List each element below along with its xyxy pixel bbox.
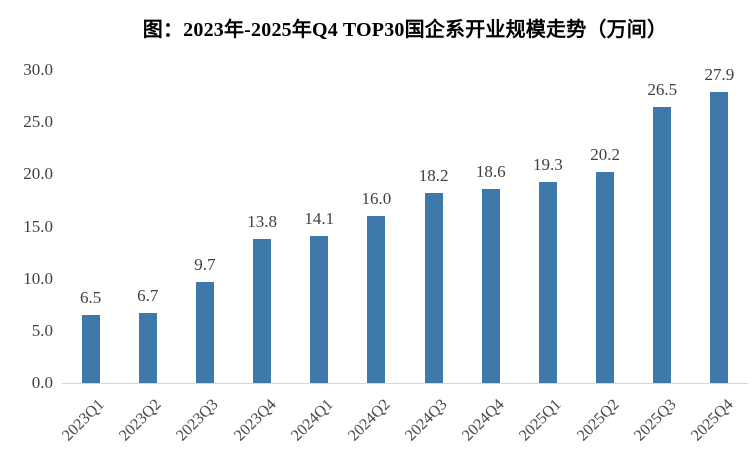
bar-value-label: 13.8 [247, 212, 277, 232]
bar [253, 239, 272, 383]
bar-value-label: 27.9 [704, 64, 735, 84]
y-axis-tick-label: 0.0 [31, 373, 53, 392]
bar-value-label: 9.7 [194, 254, 216, 274]
bar [481, 188, 500, 383]
y-axis-tick-label: 30.0 [23, 60, 53, 79]
bar [653, 106, 672, 383]
bar [195, 281, 214, 383]
y-axis-tick-label: 15.0 [23, 216, 53, 236]
x-axis-tick-label: 2023Q2 [116, 396, 165, 445]
bar-value-label: 18.6 [475, 161, 506, 181]
bar [310, 235, 329, 383]
bar-value-label: 18.2 [418, 166, 449, 186]
chart-title: 图：2023年-2025年Q4 TOP30国企系开业规模走势（万间） [142, 19, 668, 41]
bar [81, 315, 100, 383]
y-axis-tick-label: 10.0 [23, 268, 53, 288]
x-axis-tick-label: 2023Q4 [230, 396, 280, 445]
x-axis-tick-label: 2025Q1 [516, 396, 565, 445]
x-axis-tick-label: 2023Q3 [173, 396, 222, 445]
bar-value-label: 16.0 [361, 189, 392, 209]
x-axis-tick-label: 2025Q3 [630, 396, 680, 445]
x-axis-tick-label: 2024Q1 [287, 396, 337, 445]
bar-value-label: 6.5 [79, 288, 102, 308]
bar-value-label: 6.7 [137, 286, 159, 306]
bar [138, 313, 157, 383]
x-axis-tick-label: 2024Q4 [459, 396, 508, 445]
bar-value-label: 26.5 [647, 79, 678, 99]
y-axis-tick-label: 25.0 [23, 112, 53, 132]
bar-value-label: 20.2 [590, 145, 620, 165]
bar-value-label: 19.3 [533, 154, 563, 174]
bar [424, 193, 443, 383]
bar [538, 181, 557, 383]
x-axis-tick-label: 2023Q1 [59, 396, 108, 445]
x-axis-tick-label: 2024Q2 [344, 396, 394, 445]
bar [710, 91, 729, 383]
y-axis-tick-label: 20.0 [23, 164, 53, 184]
x-axis-tick-label: 2025Q2 [573, 396, 623, 445]
x-axis-tick-label: 2025Q4 [687, 396, 737, 445]
y-axis-tick-label: 5.0 [31, 320, 53, 340]
bar [367, 216, 386, 383]
x-axis-tick-label: 2024Q3 [402, 396, 451, 445]
bar-value-label: 14.1 [304, 208, 335, 228]
bar [596, 172, 615, 383]
x-axis-line [62, 383, 748, 384]
